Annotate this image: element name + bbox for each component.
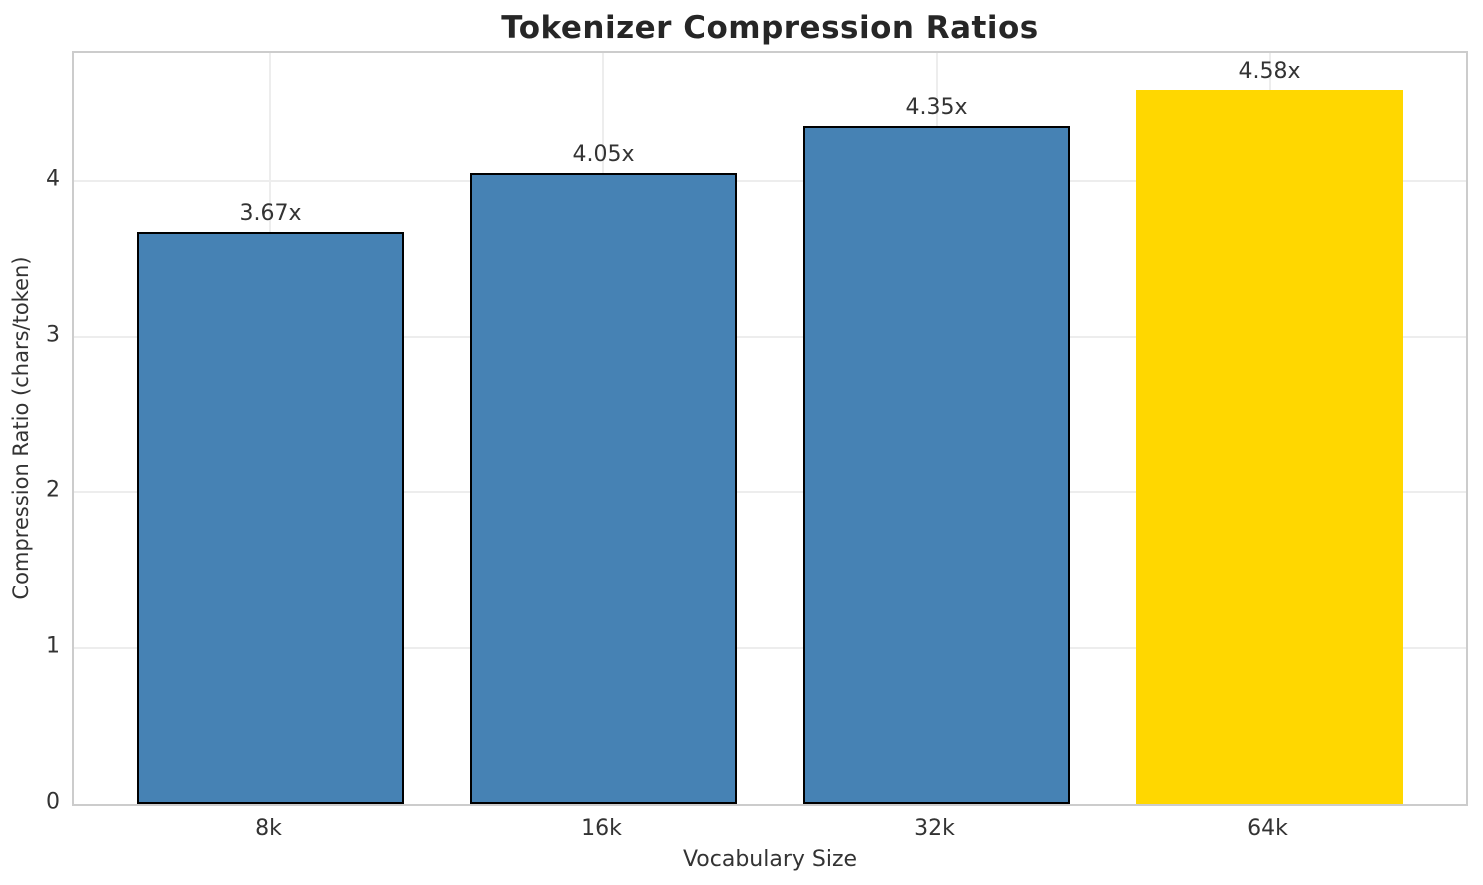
plot-area: 3.67x 4.05x 4.35x 4.58x: [72, 51, 1468, 806]
x-tick-label: 32k: [914, 816, 955, 841]
y-tick-labels: 0 1 2 3 4: [0, 51, 60, 814]
h-gridline: [74, 647, 1466, 650]
bar-value-label: 3.67x: [239, 201, 302, 227]
bar-value-label: 4.05x: [572, 141, 635, 167]
y-tick-label: 2: [46, 477, 60, 503]
bar-64k: [1136, 90, 1403, 804]
bar-32k: [803, 126, 1070, 804]
bar-16k: [470, 172, 737, 804]
x-tick-label: 64k: [1247, 816, 1288, 841]
y-tick-label: 0: [46, 789, 60, 815]
h-gridline: [74, 335, 1466, 338]
h-gridline: [74, 179, 1466, 182]
bar-value-label: 4.35x: [905, 95, 968, 121]
y-tick-label: 3: [46, 322, 60, 348]
x-tick-label: 8k: [255, 816, 282, 841]
h-gridline: [74, 491, 1466, 494]
bar-value-label: 4.58x: [1238, 59, 1301, 85]
x-tick-labels: 8k 16k 32k 64k: [72, 816, 1468, 846]
bar-8k: [137, 232, 404, 804]
y-tick-label: 4: [46, 166, 60, 192]
y-tick-label: 1: [46, 633, 60, 659]
x-tick-label: 16k: [581, 816, 622, 841]
bar-layer: 3.67x 4.05x 4.35x 4.58x: [74, 53, 1466, 804]
x-axis-label: Vocabulary Size: [682, 847, 858, 872]
chart-title: Tokenizer Compression Ratios: [501, 10, 1039, 46]
